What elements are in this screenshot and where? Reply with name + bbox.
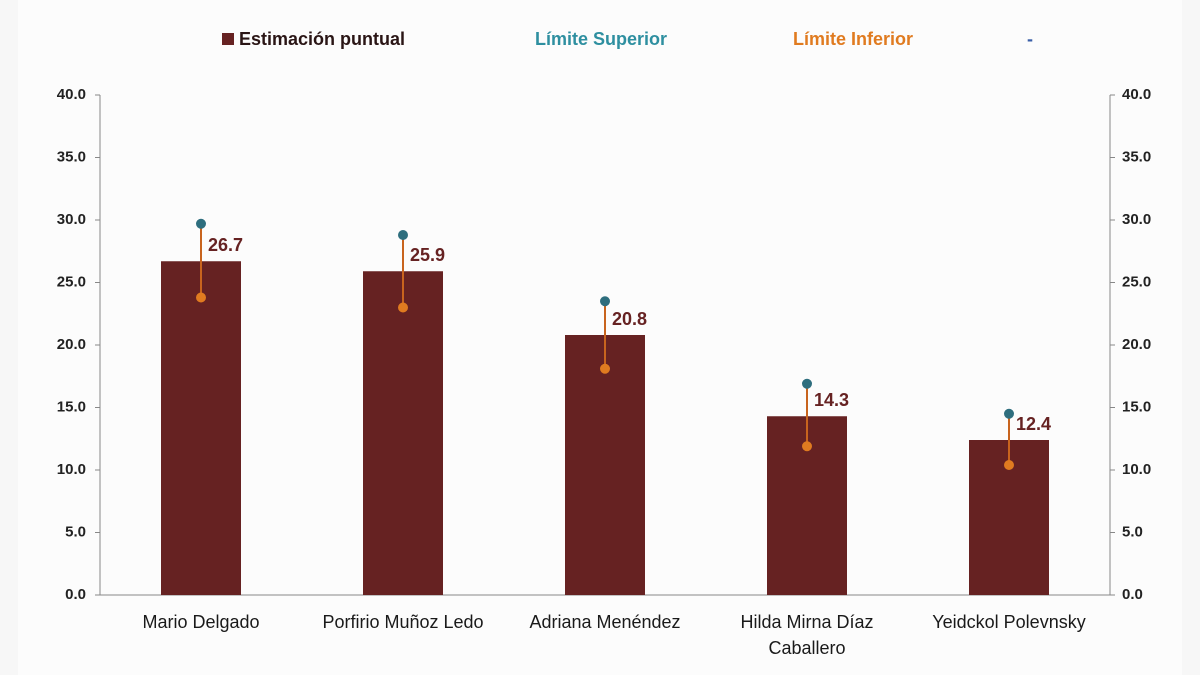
y-tick-label: 5.0 bbox=[65, 523, 86, 540]
y-tick-label: 0.0 bbox=[65, 586, 86, 603]
x-tick-label: Yeidckol Polevnsky bbox=[932, 612, 1086, 632]
y-tick-label: 30.0 bbox=[57, 211, 86, 228]
y2-tick-label: 40.0 bbox=[1122, 86, 1151, 103]
x-tick-label: Adriana Menéndez bbox=[529, 612, 681, 632]
data-label: 14.3 bbox=[814, 390, 849, 410]
lower-limit-dot bbox=[802, 441, 812, 452]
upper-limit-dot bbox=[600, 296, 610, 307]
lower-limit-dot bbox=[398, 302, 408, 313]
upper-limit-dot bbox=[196, 218, 206, 229]
legend-label: Límite Superior bbox=[535, 29, 667, 49]
y2-tick-label: 0.0 bbox=[1122, 586, 1143, 603]
upper-limit-dot bbox=[398, 230, 408, 240]
y2-tick-label: 35.0 bbox=[1122, 148, 1151, 165]
bar bbox=[565, 335, 645, 595]
y-tick-label: 20.0 bbox=[57, 336, 86, 353]
x-tick-label: Porfirio Muñoz Ledo bbox=[322, 612, 484, 632]
y2-tick-label: 20.0 bbox=[1122, 336, 1151, 353]
data-label: 26.7 bbox=[208, 235, 243, 255]
legend-label: - bbox=[1027, 29, 1033, 49]
y-tick-label: 10.0 bbox=[57, 461, 86, 478]
y2-tick-label: 5.0 bbox=[1122, 523, 1143, 540]
lower-limit-dot bbox=[600, 363, 610, 374]
legend-label: Límite Inferior bbox=[793, 29, 913, 49]
y2-tick-label: 10.0 bbox=[1122, 461, 1151, 478]
y-tick-label: 15.0 bbox=[57, 398, 86, 415]
data-label: 20.8 bbox=[612, 309, 647, 329]
legend-label: Estimación puntual bbox=[239, 29, 405, 49]
y-tick-label: 40.0 bbox=[57, 86, 86, 103]
x-tick-label: Hilda Mirna Díaz Caballero bbox=[740, 612, 874, 658]
y-tick-label: 25.0 bbox=[57, 273, 86, 290]
upper-limit-dot bbox=[802, 378, 812, 389]
x-tick-label: Mario Delgado bbox=[142, 612, 260, 632]
y-tick-label: 35.0 bbox=[57, 148, 86, 165]
data-label: 25.9 bbox=[410, 245, 445, 265]
legend-swatch bbox=[222, 33, 234, 45]
y2-tick-label: 15.0 bbox=[1122, 398, 1151, 415]
bar bbox=[363, 271, 443, 595]
upper-limit-dot bbox=[1004, 408, 1014, 419]
y2-tick-label: 25.0 bbox=[1122, 273, 1151, 290]
bar bbox=[161, 261, 241, 595]
y2-tick-label: 30.0 bbox=[1122, 211, 1151, 228]
lower-limit-dot bbox=[1004, 460, 1014, 470]
lower-limit-dot bbox=[196, 292, 206, 303]
data-label: 12.4 bbox=[1016, 414, 1051, 434]
